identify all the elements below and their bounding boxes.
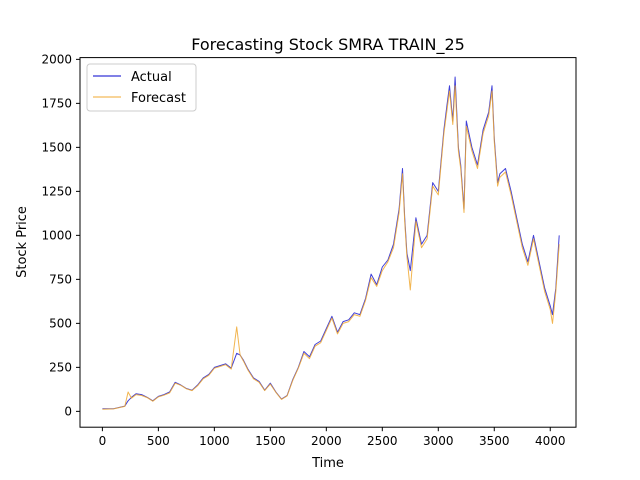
y-tick-label: 1000 (41, 228, 72, 242)
y-tick-label: 250 (49, 360, 72, 374)
y-tick-label: 500 (49, 316, 72, 330)
legend-label-actual: Actual (131, 70, 172, 85)
y-tick-label: 0 (64, 404, 72, 418)
series-layer (102, 76, 560, 410)
x-axis: 0 500 1000 1500 2000 2500 3000 3500 4000 (99, 427, 566, 448)
plot-area (79, 57, 577, 428)
x-tick-label: 4000 (535, 434, 566, 448)
legend: Actual Forecast (86, 63, 197, 112)
y-tick-label: 1250 (41, 184, 72, 198)
x-axis-label: Time (311, 456, 344, 471)
y-axis: 0 250 500 750 1000 1250 1500 1750 2000 (41, 52, 80, 418)
x-tick-label: 1500 (255, 434, 286, 448)
y-axis-label: Stock Price (15, 206, 30, 278)
x-tick-label: 0 (99, 434, 107, 448)
legend-label-forecast: Forecast (131, 91, 186, 106)
y-tick-label: 750 (49, 272, 72, 286)
series-line-forecast (102, 85, 560, 410)
y-tick-label: 1500 (41, 140, 72, 154)
x-tick-label: 2500 (367, 434, 398, 448)
x-tick-label: 1000 (199, 434, 230, 448)
y-tick-label: 1750 (41, 96, 72, 110)
x-tick-label: 3500 (479, 434, 510, 448)
x-tick-label: 3000 (423, 434, 454, 448)
plot-frame (79, 57, 577, 428)
y-tick-label: 2000 (41, 52, 72, 66)
chart-title: Forecasting Stock SMRA TRAIN_25 (191, 35, 465, 55)
x-tick-label: 2000 (311, 434, 342, 448)
x-tick-label: 500 (147, 434, 170, 448)
